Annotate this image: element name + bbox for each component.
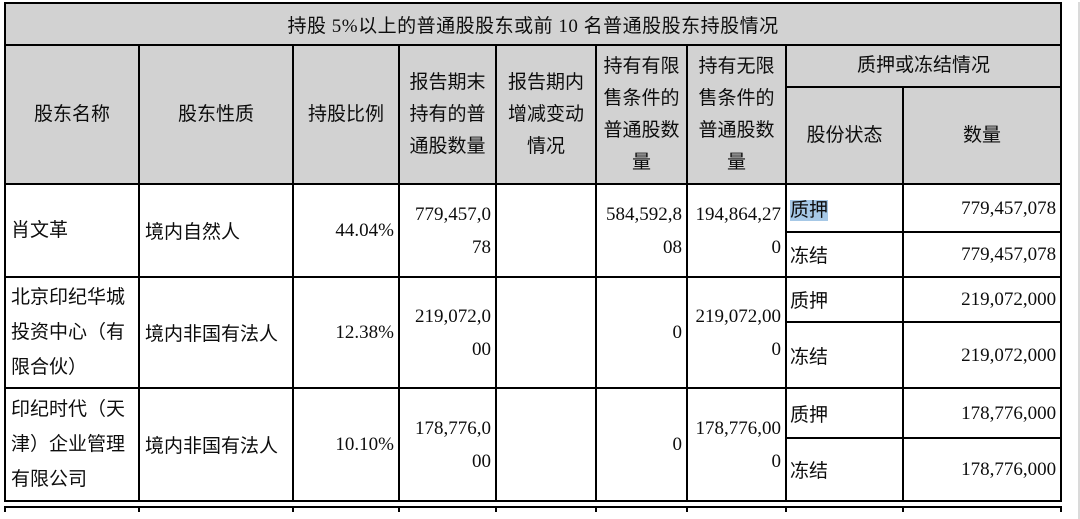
table-row (4, 506, 1062, 512)
col-header-unrestricted-shares: 持有无限售条件的普通股数量 (686, 44, 787, 185)
cell-share-status-freeze: 冻结 (785, 321, 904, 389)
cell-restricted-shares: 584,592,808 (595, 183, 688, 278)
cell-holding-ratio: 44.04% (292, 183, 400, 278)
cell-period-change (495, 276, 597, 389)
table-row: 北京印纪华城投资中心（有限合伙） 境内非国有法人 12.38% 219,072,… (4, 275, 1063, 389)
cell-shareholder-nature: 境内自然人 (138, 183, 294, 278)
cell-restricted-shares: 0 (595, 387, 688, 502)
cell-shareholder-nature: 境内非国有法人 (138, 387, 294, 502)
cell-pledge-quantity: 779,457,078 (901, 183, 1063, 233)
cell-share-status-freeze: 冻结 (785, 437, 904, 502)
scroll-edge-divider (1078, 2, 1080, 519)
cell-pledge-quantity: 219,072,000 (901, 275, 1063, 324)
cell-freeze-quantity: 779,457,078 (901, 231, 1063, 278)
next-row-partial (0, 506, 1080, 512)
next-row-partial-table (4, 506, 1062, 512)
col-header-share-status: 股份状态 (785, 86, 904, 185)
table-row: 印纪时代（天津）企业管理有限公司 境内非国有法人 10.10% 178,776,… (4, 387, 1063, 502)
cell-share-status-pledge: 质押 (785, 183, 904, 233)
cell-shareholder-name: 北京印纪华城投资中心（有限合伙） (4, 276, 140, 389)
cell-total-shares: 178,776,000 (398, 387, 497, 502)
cell-restricted-shares: 0 (595, 276, 688, 389)
cell-shareholder-name: 印纪时代（天津）企业管理有限公司 (4, 387, 140, 502)
cell-period-change (495, 387, 597, 502)
col-header-restricted-shares: 持有有限售条件的普通股数量 (595, 44, 688, 185)
col-header-quantity: 数量 (901, 86, 1063, 185)
cell-holding-ratio: 12.38% (292, 276, 400, 389)
selected-text-highlight: 质押 (790, 199, 829, 221)
cell-shareholder-name: 肖文革 (4, 183, 140, 278)
cell-period-change (495, 183, 597, 278)
cell-share-status-pledge: 质押 (785, 275, 904, 324)
col-header-holding-ratio: 持股比例 (292, 44, 400, 185)
col-header-shareholder-name: 股东名称 (4, 44, 140, 185)
cell-share-status-freeze: 冻结 (785, 231, 904, 278)
table-title: 持股 5%以上的普通股股东或前 10 名普通股股东持股情况 (3, 2, 1063, 46)
cell-freeze-quantity: 178,776,000 (901, 437, 1063, 502)
cell-shareholder-nature: 境内非国有法人 (138, 276, 294, 389)
col-header-shareholder-nature: 股东性质 (138, 44, 294, 185)
header-row-1: 股东名称 股东性质 持股比例 报告期末持有的普通股数量 报告期内增减变动情况 持… (4, 44, 1063, 185)
cell-total-shares: 219,072,000 (398, 276, 497, 389)
table-row: 肖文革 境内自然人 44.04% 779,457,078 584,592,808… (4, 183, 1063, 278)
cell-share-status-pledge: 质押 (785, 387, 904, 439)
header-row-2: 股份状态 数量 (5, 86, 1063, 185)
table-title-row: 持股 5%以上的普通股股东或前 10 名普通股股东持股情况 (3, 2, 1063, 46)
table-subrow: 冻结 178,776,000 (5, 437, 1063, 502)
shareholders-table: 持股 5%以上的普通股股东或前 10 名普通股股东持股情况 股东名称 股东性质 … (3, 2, 1063, 502)
cell-pledge-quantity: 178,776,000 (901, 387, 1063, 439)
col-header-pledge-or-freeze-group: 质押或冻结情况 (784, 44, 1063, 88)
cell-unrestricted-shares: 194,864,270 (686, 183, 787, 278)
table-subrow: 冻结 779,457,078 (5, 231, 1063, 278)
cell-unrestricted-shares: 178,776,000 (686, 387, 787, 502)
cell-holding-ratio: 10.10% (292, 387, 400, 502)
table-subrow: 冻结 219,072,000 (5, 321, 1063, 389)
cell-freeze-quantity: 219,072,000 (901, 321, 1063, 389)
col-header-period-change: 报告期内增减变动情况 (495, 44, 597, 185)
cell-total-shares: 779,457,078 (398, 183, 497, 278)
cell-unrestricted-shares: 219,072,000 (686, 276, 787, 389)
col-header-total-shares: 报告期末持有的普通股数量 (398, 44, 497, 185)
